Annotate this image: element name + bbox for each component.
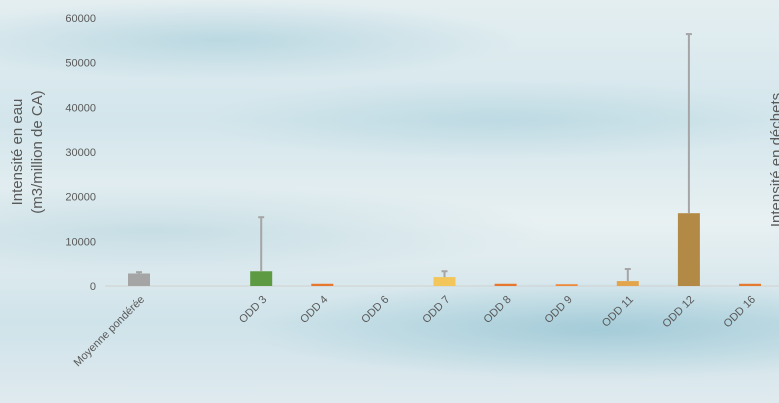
- y-tick-label: 60000: [65, 13, 96, 25]
- y-tick-label: 20000: [65, 192, 96, 204]
- y-tick-label: 50000: [65, 58, 96, 70]
- x-tick-label: ODD 11: [600, 294, 636, 330]
- error-bar: [624, 268, 631, 282]
- bar: [677, 213, 700, 286]
- x-tick-label: ODD 4: [298, 294, 330, 326]
- bar: [128, 273, 150, 286]
- y-tick-label: 40000: [65, 102, 96, 114]
- y-tick-label: 30000: [65, 147, 96, 159]
- x-tick-label: ODD 12: [660, 294, 697, 331]
- bar: [311, 283, 334, 286]
- error-bar: [441, 270, 448, 278]
- bar: [250, 271, 273, 286]
- y-tick-label: 10000: [65, 236, 96, 248]
- x-tick-label: ODD 16: [722, 294, 759, 331]
- error-bar: [136, 271, 142, 274]
- x-tick-label: Moyenne pondérée: [72, 294, 148, 370]
- x-tick-label: ODD 8: [481, 294, 513, 326]
- bar: [555, 284, 578, 286]
- x-tick-label: ODD 9: [543, 294, 575, 326]
- bar: [616, 281, 639, 286]
- y2-axis-title: Intensité en déchets: [768, 93, 779, 227]
- error-bar: [685, 33, 692, 214]
- bar: [433, 277, 456, 286]
- y-axis-title: Intensité en eau: [9, 99, 26, 206]
- error-bar: [258, 216, 265, 272]
- bar: [739, 283, 761, 286]
- y-axis-title: (m3/million de CA): [29, 90, 46, 213]
- x-tick-label: ODD 3: [237, 294, 269, 326]
- x-tick-label: ODD 6: [359, 294, 391, 326]
- x-tick-label: ODD 7: [420, 294, 452, 326]
- bar: [494, 283, 517, 286]
- y-tick-label: 0: [90, 281, 96, 293]
